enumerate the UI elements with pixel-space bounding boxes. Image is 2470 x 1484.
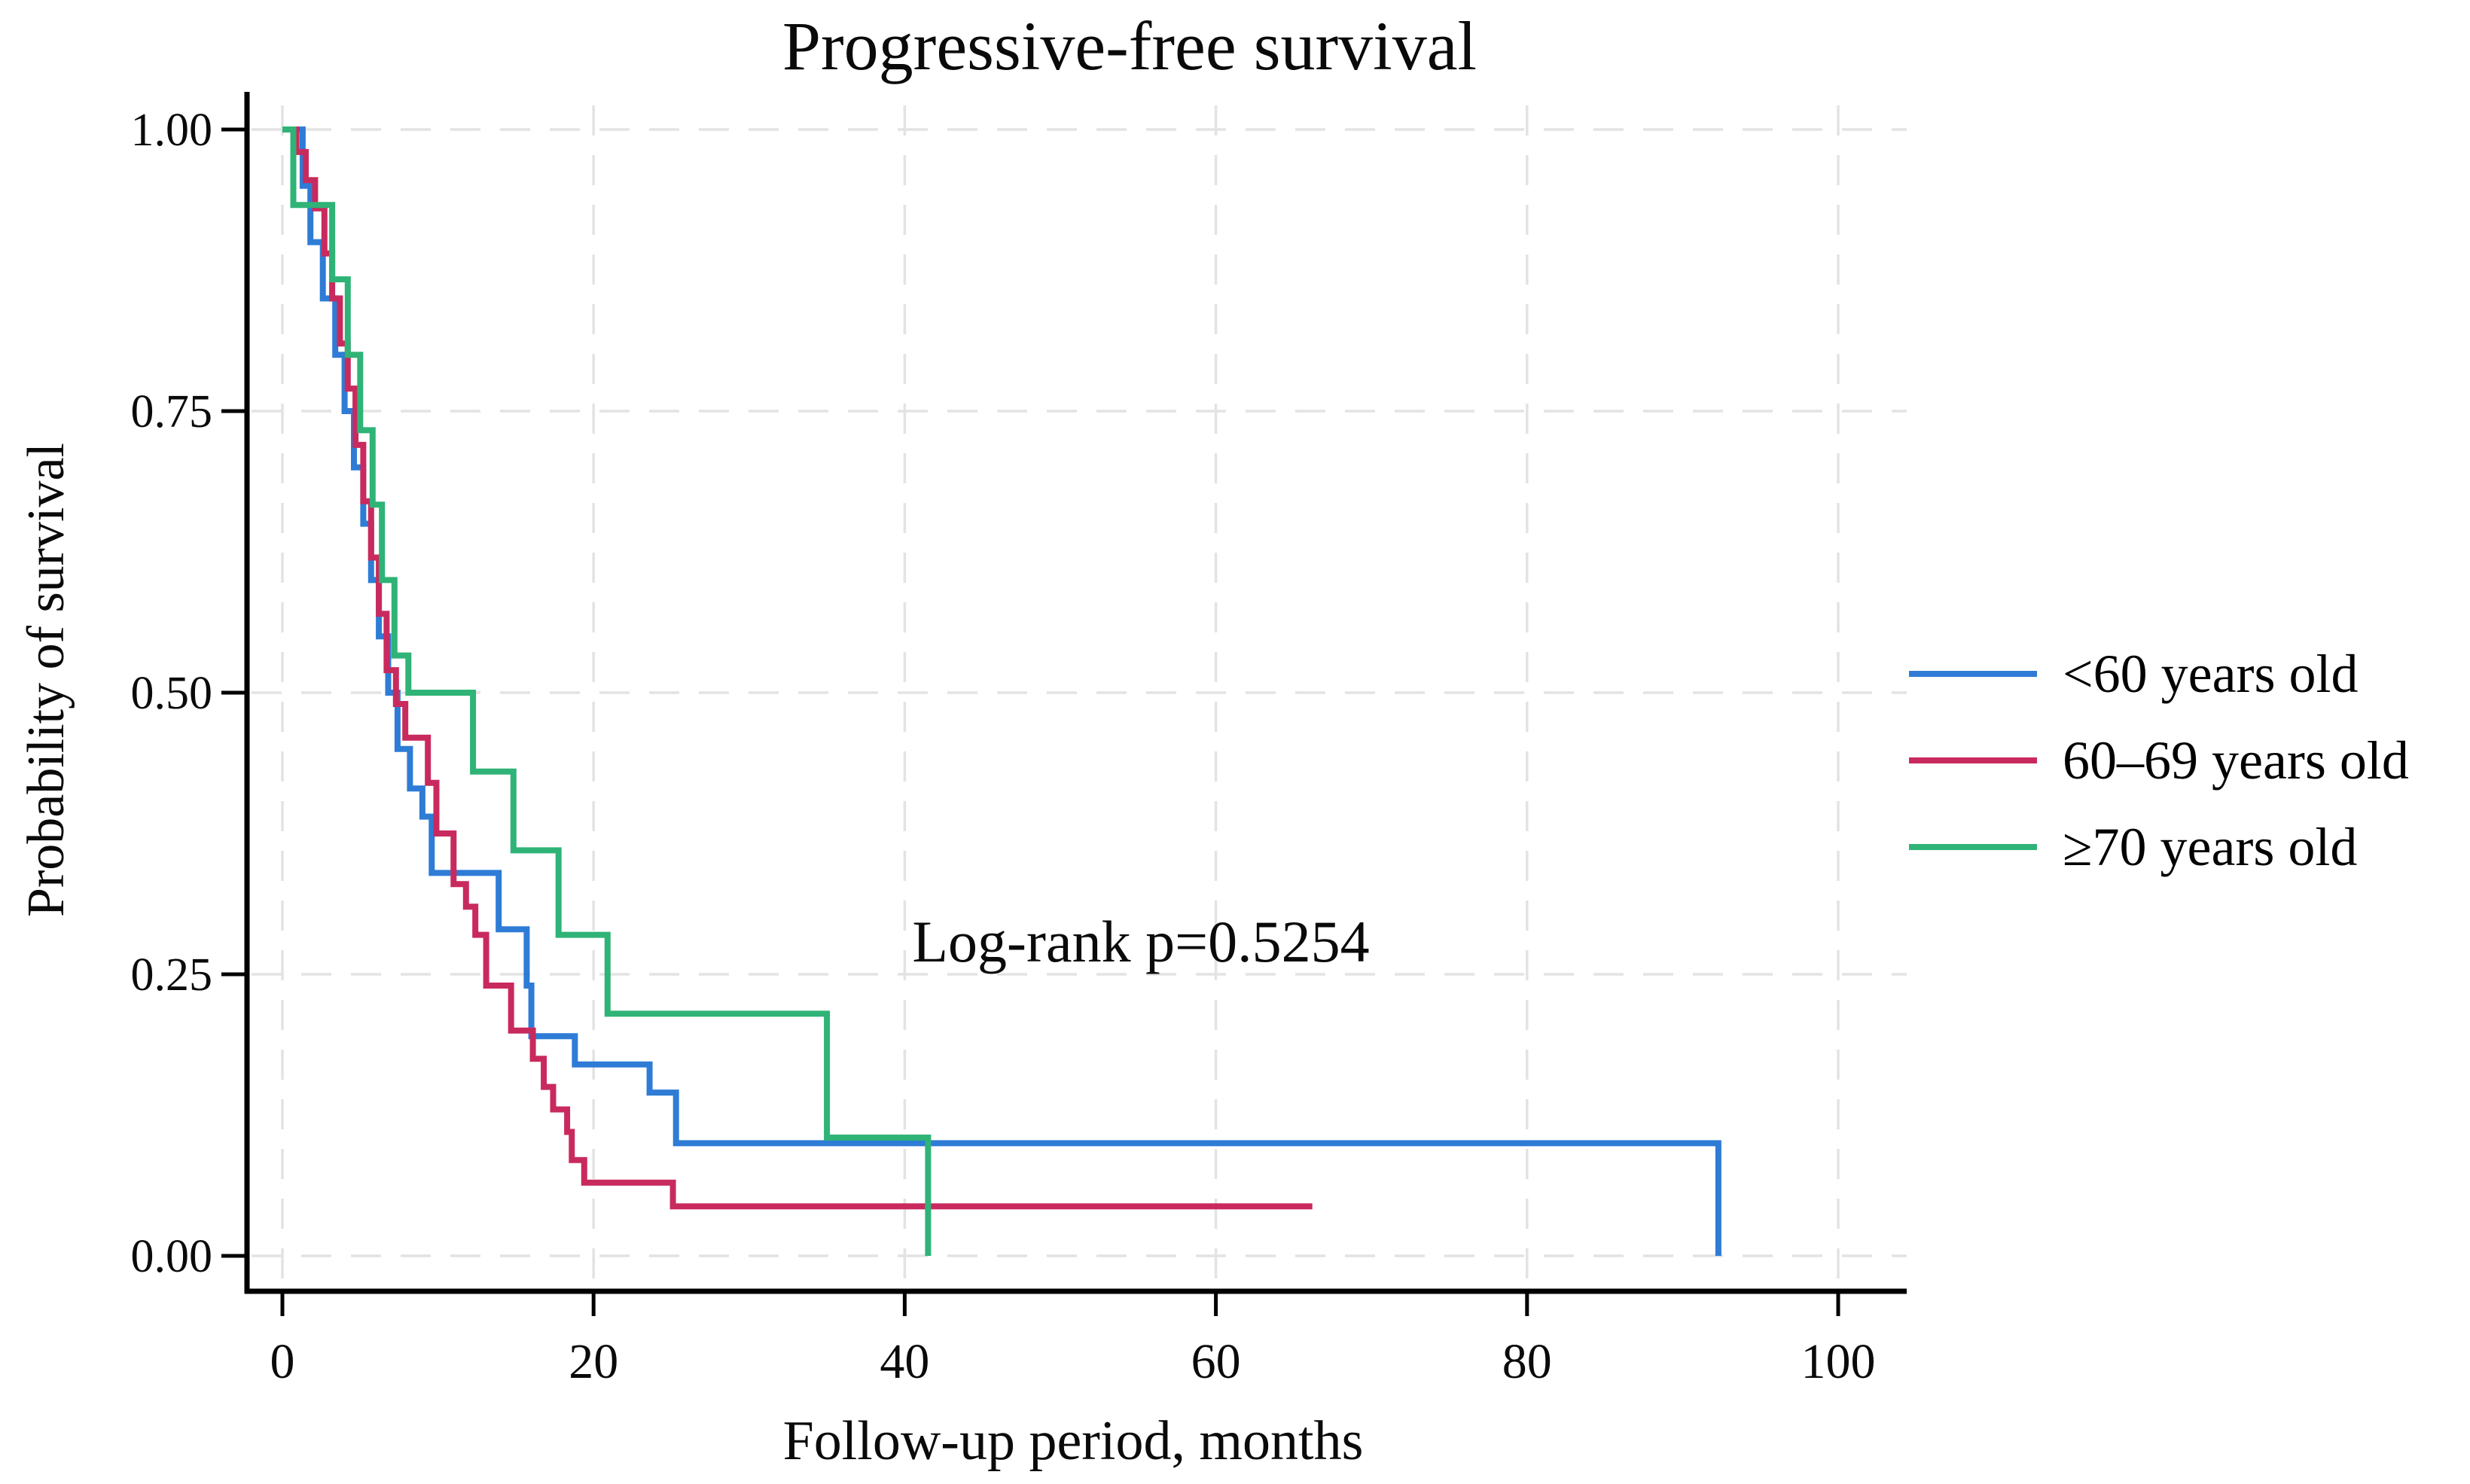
x-tick-label: 0 [270, 1334, 295, 1389]
legend-line-icon [1909, 757, 2037, 763]
x-tick-label: 80 [1502, 1334, 1552, 1389]
x-tick-label: 100 [1801, 1334, 1876, 1389]
chart-title: Progressive-free survival [782, 8, 1477, 84]
km-curve-2 [282, 126, 1313, 1210]
legend-line-icon [1909, 844, 2037, 850]
legend-label: 60–69 years old [2063, 730, 2409, 791]
log-rank-annotation: Log-rank p=0.5254 [912, 909, 1370, 974]
x-axis-title: Follow-up period, months [782, 1410, 1364, 1472]
x-tick-label: 20 [569, 1334, 618, 1389]
y-tick-label: 0.75 [131, 386, 213, 437]
legend-item-under-60: <60 years old [1909, 644, 2359, 704]
legend-item-60-69: 60–69 years old [1909, 730, 2409, 791]
y-tick-label: 0.50 [131, 668, 213, 719]
legend-item-70-plus: ≥70 years old [1909, 817, 2357, 877]
x-tick-label: 40 [880, 1334, 929, 1389]
legend-label: <60 years old [2063, 643, 2359, 704]
legend-line-icon [1909, 671, 2037, 677]
y-tick-label: 0.00 [131, 1231, 213, 1282]
y-tick-label: 0.25 [131, 949, 213, 1001]
y-tick-label: 1.00 [131, 105, 213, 156]
x-tick-label: 60 [1191, 1334, 1241, 1389]
y-axis-title: Probability of survival [17, 443, 75, 917]
km-curve-3 [282, 126, 932, 1256]
legend-label: ≥70 years old [2063, 816, 2358, 877]
